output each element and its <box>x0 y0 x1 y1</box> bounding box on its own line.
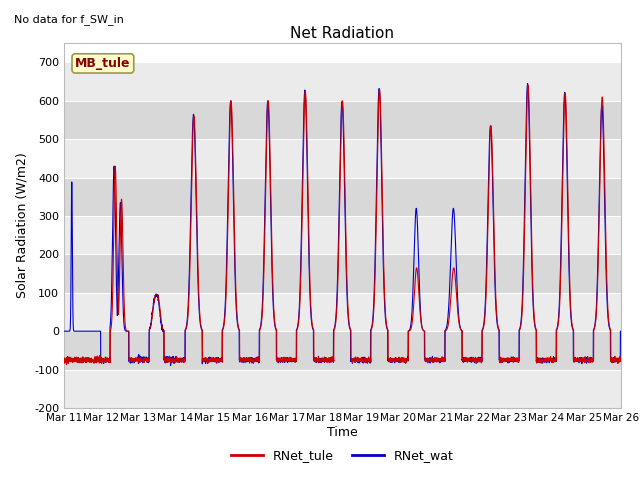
RNet_wat <box>436 358 444 364</box>
RNet_wat <box>60 328 68 334</box>
RNet_tule <box>63 362 70 368</box>
Title: Net Radiation: Net Radiation <box>291 25 394 41</box>
X-axis label: Time: Time <box>327 426 358 439</box>
RNet_tule <box>322 358 330 364</box>
RNet_tule <box>617 358 625 363</box>
RNet_wat <box>617 328 625 334</box>
Bar <box>64 178 621 216</box>
Y-axis label: Solar Radiation (W/m2): Solar Radiation (W/m2) <box>15 153 28 299</box>
RNet_wat <box>499 357 507 362</box>
Bar <box>64 293 621 331</box>
RNet_tule <box>616 358 624 363</box>
RNet_wat <box>467 358 475 364</box>
RNet_tule <box>524 83 532 88</box>
RNet_tule <box>436 356 444 362</box>
Bar <box>64 62 621 101</box>
RNet_tule <box>160 328 168 334</box>
Text: No data for f_SW_in: No data for f_SW_in <box>14 14 124 25</box>
Bar <box>64 216 621 254</box>
Line: RNet_wat: RNet_wat <box>64 84 621 365</box>
Bar <box>64 331 621 370</box>
RNet_wat <box>616 358 624 364</box>
RNet_tule <box>60 358 68 363</box>
RNet_tule <box>467 358 475 363</box>
Bar <box>64 254 621 293</box>
Bar <box>64 139 621 178</box>
Line: RNet_tule: RNet_tule <box>64 85 621 365</box>
Text: MB_tule: MB_tule <box>75 57 131 70</box>
Bar <box>64 370 621 408</box>
RNet_wat <box>524 81 531 86</box>
RNet_wat <box>160 357 168 362</box>
RNet_tule <box>499 356 507 361</box>
Legend: RNet_tule, RNet_wat: RNet_tule, RNet_wat <box>227 444 458 468</box>
RNet_wat <box>167 362 175 368</box>
RNet_wat <box>322 355 330 360</box>
Bar <box>64 101 621 139</box>
